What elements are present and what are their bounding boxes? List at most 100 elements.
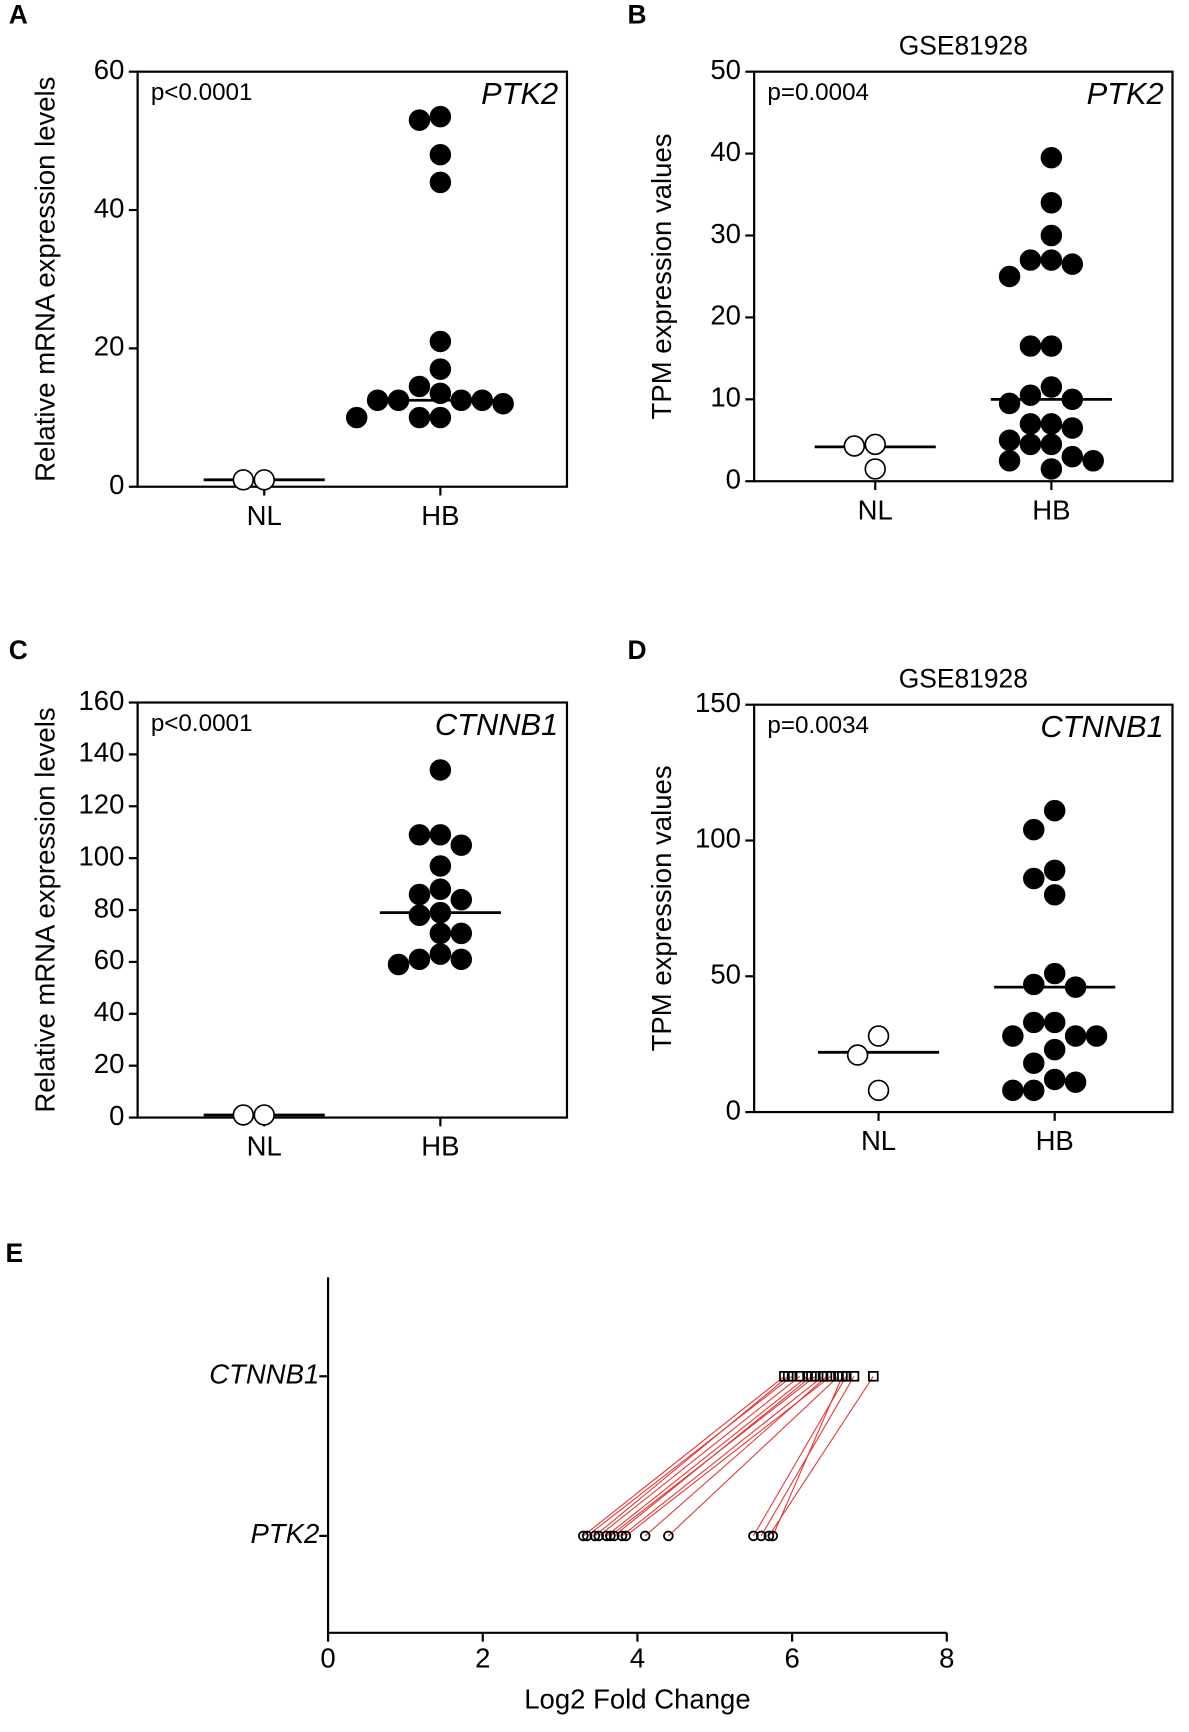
y-tick-label: 50 xyxy=(710,54,741,85)
panel-letter: A xyxy=(9,0,28,30)
data-point xyxy=(232,1104,255,1126)
pair-line xyxy=(582,1375,785,1537)
data-point xyxy=(1023,973,1045,996)
y-tick-label: 80 xyxy=(94,892,125,923)
data-point xyxy=(450,834,473,856)
x-axis-label: Log2 Fold Change xyxy=(524,1683,750,1714)
data-point xyxy=(806,1370,817,1382)
data-point xyxy=(1040,224,1063,247)
panel-letter: B xyxy=(628,0,647,30)
y-tick-label: 60 xyxy=(94,944,125,975)
x-tick-label: HB xyxy=(1032,494,1070,525)
x-tick-label: 6 xyxy=(784,1643,799,1674)
y-tick-label: PTK2 xyxy=(250,1518,319,1549)
y-tick-label: 0 xyxy=(726,1094,741,1125)
y-tick-label: 10 xyxy=(710,382,741,413)
data-point xyxy=(998,450,1021,472)
data-point xyxy=(429,406,452,429)
data-point xyxy=(408,824,431,846)
data-point xyxy=(471,389,493,411)
panel-letter: E xyxy=(6,1238,24,1268)
data-point xyxy=(429,855,452,877)
data-point xyxy=(1040,192,1063,214)
data-point xyxy=(1002,1025,1024,1047)
annotation: p=0.0034 xyxy=(767,712,869,739)
annotation: p<0.0001 xyxy=(151,79,253,106)
y-tick-label: 150 xyxy=(695,687,741,718)
data-point xyxy=(593,1530,605,1542)
data-point xyxy=(620,1530,632,1542)
y-axis-label: TPM expression values xyxy=(646,133,677,419)
x-tick-label: HB xyxy=(421,500,459,531)
data-point xyxy=(1019,249,1042,271)
y-axis-label: TPM expression values xyxy=(646,765,677,1051)
data-point xyxy=(387,953,410,976)
data-point xyxy=(429,943,452,965)
data-point xyxy=(998,429,1021,452)
panel-letter: D xyxy=(628,635,647,665)
gene-label: CTNNB1 xyxy=(1040,709,1163,744)
data-point xyxy=(998,265,1021,288)
chart-title: GSE81928 xyxy=(899,30,1028,60)
data-point xyxy=(1023,818,1045,841)
pair-line xyxy=(768,1375,874,1537)
data-point xyxy=(450,389,473,411)
data-point xyxy=(1040,413,1063,435)
data-point xyxy=(1043,962,1066,985)
data-point xyxy=(408,883,431,906)
gene-label: PTK2 xyxy=(1087,76,1164,111)
plot-frame xyxy=(136,70,569,488)
data-point xyxy=(763,1530,775,1542)
data-point xyxy=(848,1370,860,1382)
y-tick-label: 140 xyxy=(78,737,124,768)
data-point xyxy=(755,1530,767,1542)
data-point xyxy=(868,1370,879,1382)
data-point xyxy=(1019,335,1042,357)
data-point xyxy=(366,389,389,411)
data-point xyxy=(1061,388,1084,411)
data-point xyxy=(1061,417,1084,439)
data-point xyxy=(253,1104,275,1126)
data-point xyxy=(867,1079,890,1102)
plot-frame xyxy=(136,701,569,1119)
data-point xyxy=(867,1025,890,1047)
x-tick-label: 4 xyxy=(630,1643,645,1674)
data-point xyxy=(387,389,410,411)
data-point xyxy=(1064,976,1087,998)
data-point xyxy=(450,888,473,911)
data-point xyxy=(782,1370,794,1382)
y-tick-label: 40 xyxy=(94,996,125,1027)
data-point xyxy=(1023,1011,1045,1034)
pair-line xyxy=(606,1375,808,1537)
y-tick-label: 120 xyxy=(78,789,124,820)
data-point xyxy=(450,948,473,971)
data-point xyxy=(429,901,452,924)
panel-letter: C xyxy=(9,635,28,665)
data-point xyxy=(253,469,275,491)
data-point xyxy=(1085,1025,1108,1047)
data-point xyxy=(1040,376,1063,398)
data-point xyxy=(408,109,431,131)
pair-line xyxy=(772,1376,843,1537)
data-point xyxy=(429,143,452,166)
y-tick-label: CTNNB1 xyxy=(209,1359,319,1390)
data-point xyxy=(1043,1038,1066,1061)
y-tick-label: 30 xyxy=(710,218,741,249)
x-tick-label: NL xyxy=(861,1125,896,1156)
chart-title: GSE81928 xyxy=(899,663,1028,693)
y-tick-label: 100 xyxy=(78,840,124,871)
data-point xyxy=(864,458,886,480)
data-point xyxy=(1040,146,1063,169)
data-point xyxy=(429,824,452,846)
data-point xyxy=(608,1530,620,1542)
pair-line xyxy=(613,1375,812,1537)
data-point xyxy=(1040,433,1063,456)
y-tick-label: 0 xyxy=(109,469,124,500)
data-point xyxy=(581,1530,593,1542)
data-point xyxy=(1002,1079,1024,1102)
y-axis-label: Relative mRNA expression levels xyxy=(30,77,61,482)
data-point xyxy=(616,1530,628,1542)
data-point xyxy=(1061,445,1084,468)
data-point xyxy=(345,406,368,429)
data-point xyxy=(1040,335,1063,357)
